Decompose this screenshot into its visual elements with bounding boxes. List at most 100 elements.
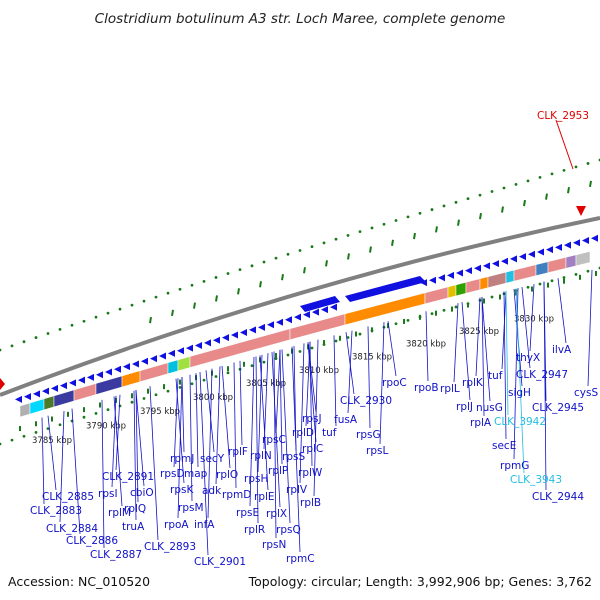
gene-arrow[interactable] [258, 323, 265, 331]
feature-segment[interactable] [465, 278, 481, 294]
gene-arrow[interactable] [312, 308, 319, 316]
gene-arrow[interactable] [105, 368, 112, 376]
gene-label[interactable]: rplB [300, 497, 321, 509]
gene-arrow[interactable] [285, 316, 292, 324]
gene-label[interactable]: CLK_2886 [66, 535, 118, 547]
gene-arrow[interactable] [15, 395, 22, 403]
gene-arrow[interactable] [132, 360, 139, 368]
gene-label[interactable]: rpsC [262, 434, 286, 446]
feature-segment[interactable] [535, 261, 549, 276]
gene-label[interactable]: cbiO [130, 487, 154, 499]
gene-arrow[interactable] [87, 373, 94, 381]
gene-label[interactable]: tuf [488, 370, 503, 382]
gene-arrow[interactable] [528, 250, 535, 258]
gene-arrow[interactable] [96, 371, 103, 379]
gene-label[interactable]: CLK_2893 [144, 541, 196, 553]
feature-segment[interactable] [29, 398, 45, 415]
gene-label[interactable]: rplC [302, 443, 323, 455]
gene-label[interactable]: rplA [470, 417, 492, 429]
feature-segment[interactable] [575, 251, 591, 267]
gene-label[interactable]: CLK_2891 [102, 471, 154, 483]
feature-segment[interactable] [19, 402, 31, 418]
gene-arrow[interactable] [321, 306, 328, 314]
gene-label[interactable]: rplE [254, 491, 275, 503]
gene-label[interactable]: rplM [108, 507, 131, 519]
gene-label[interactable]: rplW [298, 467, 323, 479]
gene-label[interactable]: map [184, 468, 208, 480]
gene-label[interactable]: thyX [516, 352, 540, 364]
gene-block[interactable] [300, 296, 340, 312]
gene-label[interactable]: sigH [508, 387, 531, 399]
gene-label[interactable]: rpoA [164, 519, 189, 531]
gene-label[interactable]: rplK [462, 377, 484, 389]
feature-segment[interactable] [177, 356, 191, 372]
gene-label[interactable]: rpsQ [276, 524, 301, 536]
gene-label[interactable]: nusG [476, 402, 503, 414]
gene-label[interactable]: rpoC [382, 377, 407, 389]
gene-label[interactable]: rpmC [286, 553, 315, 565]
gene-block[interactable] [345, 276, 426, 302]
feature-segment[interactable] [479, 276, 489, 291]
gene-arrow[interactable] [204, 339, 211, 347]
gene-label[interactable]: secE [492, 440, 516, 452]
gene-arrow[interactable] [510, 255, 517, 263]
gene-label[interactable]: CLK_2885 [42, 491, 94, 503]
gene-arrow[interactable] [114, 365, 121, 373]
gene-label[interactable]: rpsM [178, 502, 204, 514]
gene-label[interactable]: rplD [292, 427, 314, 439]
gene-arrow[interactable] [303, 311, 310, 319]
feature-segment[interactable] [513, 264, 537, 282]
gene-label[interactable]: rpsI [98, 488, 118, 500]
gene-arrow[interactable] [267, 321, 274, 329]
gene-arrow[interactable] [123, 363, 130, 371]
gene-arrow[interactable] [447, 271, 454, 279]
gene-arrow[interactable] [51, 384, 58, 392]
gene-arrow[interactable] [213, 336, 220, 344]
feature-segment[interactable] [547, 256, 567, 274]
gene-label[interactable]: CLK_2901 [194, 556, 246, 568]
gene-arrow[interactable] [186, 344, 193, 352]
gene-arrow[interactable] [195, 341, 202, 349]
feature-segment[interactable] [424, 286, 449, 305]
gene-label[interactable]: ilvA [552, 344, 572, 356]
gene-label[interactable]: rpsD [160, 468, 185, 480]
feature-segment[interactable] [455, 281, 467, 297]
gene-arrow[interactable] [294, 313, 301, 321]
feature-segment[interactable] [53, 389, 75, 408]
gene-label[interactable]: CLK_2883 [30, 505, 82, 517]
gene-arrow[interactable] [150, 355, 157, 363]
gene-arrow[interactable] [222, 334, 229, 342]
gene-label[interactable]: CLK_2930 [340, 395, 392, 407]
gene-label[interactable]: CLK_2887 [90, 549, 142, 561]
gene-arrow[interactable] [177, 347, 184, 355]
gene-arrow[interactable] [564, 241, 571, 249]
gene-label[interactable]: rpsG [356, 429, 381, 441]
gene-label[interactable]: rplR [244, 524, 265, 536]
gene-label[interactable]: rpoB [414, 382, 439, 394]
gene-label[interactable]: CLK_2945 [532, 402, 584, 414]
gene-label[interactable]: rplQ [124, 503, 146, 515]
top-gene-label[interactable]: CLK_2953 [537, 110, 589, 122]
gene-arrow[interactable] [159, 352, 166, 360]
gene-arrow[interactable] [582, 237, 589, 245]
gene-arrow[interactable] [33, 390, 40, 398]
gene-arrow[interactable] [573, 239, 580, 247]
gene-arrow[interactable] [546, 246, 553, 254]
gene-arrow[interactable] [474, 264, 481, 272]
gene-label[interactable]: rplV [286, 484, 308, 496]
gene-label[interactable]: rplF [228, 446, 248, 458]
gene-label[interactable]: CLK_3943 [510, 474, 562, 486]
feature-segment[interactable] [565, 254, 577, 269]
gene-arrow[interactable] [330, 303, 337, 311]
gene-arrow[interactable] [465, 267, 472, 275]
gene-arrow[interactable] [429, 276, 436, 284]
feature-segment[interactable] [167, 359, 179, 375]
gene-label[interactable]: rpmG [500, 460, 529, 472]
gene-label[interactable]: rplO [216, 469, 238, 481]
gene-label[interactable]: adk [202, 485, 222, 497]
gene-label[interactable]: rplX [266, 508, 287, 520]
gene-arrow[interactable] [438, 274, 445, 282]
gene-arrow[interactable] [276, 318, 283, 326]
gene-arrow[interactable] [69, 379, 76, 387]
gene-label[interactable]: rpsH [244, 473, 268, 485]
